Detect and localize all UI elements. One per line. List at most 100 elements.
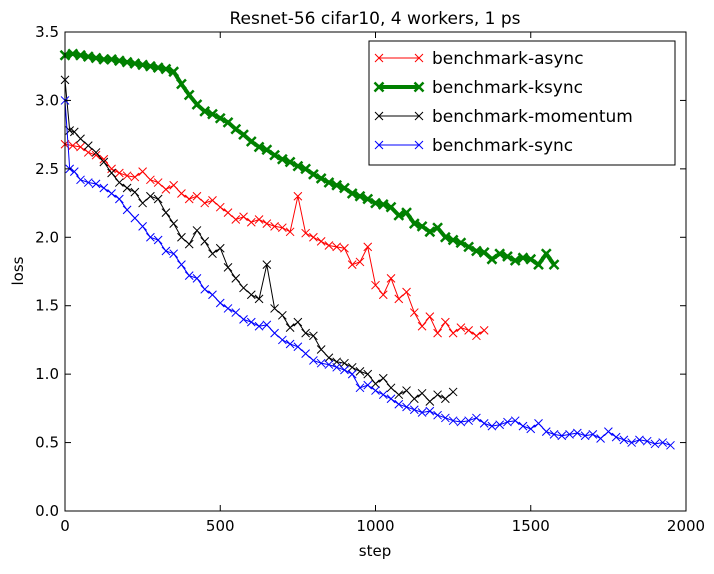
y-tick-label: 0.5 — [35, 434, 59, 452]
data-point-benchmark-momentum — [91, 148, 101, 157]
data-point-benchmark-sync — [565, 430, 574, 439]
data-point-benchmark-sync — [433, 410, 442, 420]
data-point-benchmark-sync — [293, 342, 303, 352]
data-point-benchmark-async — [68, 141, 78, 150]
data-point-benchmark-ksync — [494, 248, 506, 260]
data-point-benchmark-async — [122, 171, 132, 181]
data-point-benchmark-ksync — [463, 241, 475, 253]
data-point-benchmark-momentum — [215, 243, 225, 253]
data-point-benchmark-momentum — [371, 379, 380, 389]
data-point-benchmark-async — [262, 219, 272, 228]
data-point-benchmark-async — [215, 202, 225, 212]
data-point-benchmark-ksync — [362, 193, 374, 205]
data-point-benchmark-sync — [223, 304, 233, 313]
legend: benchmark-async benchmark-ksync benchmark-… — [368, 40, 676, 166]
data-point-benchmark-momentum — [355, 367, 365, 376]
data-point-benchmark-ksync — [152, 62, 164, 73]
data-point-benchmark-ksync — [176, 78, 187, 90]
legend-label: benchmark-async — [432, 49, 584, 69]
data-point-benchmark-async — [76, 142, 85, 152]
data-point-benchmark-sync — [394, 399, 404, 409]
data-point-benchmark-ksync — [121, 56, 133, 68]
data-point-benchmark-sync — [316, 358, 326, 368]
data-point-benchmark-momentum — [409, 394, 419, 404]
data-point-benchmark-momentum — [402, 386, 411, 395]
legend-marker — [373, 81, 385, 93]
data-point-benchmark-ksync — [315, 173, 327, 184]
data-point-benchmark-sync — [91, 179, 101, 189]
data-point-benchmark-async — [355, 257, 365, 267]
data-point-benchmark-ksync — [401, 207, 412, 219]
data-point-benchmark-sync — [409, 405, 419, 415]
data-point-benchmark-ksync — [168, 66, 180, 78]
data-point-benchmark-async — [246, 217, 256, 227]
data-point-benchmark-momentum — [231, 273, 241, 283]
data-point-benchmark-ksync — [199, 105, 211, 117]
data-point-benchmark-sync — [363, 380, 373, 390]
data-point-benchmark-async — [177, 189, 186, 198]
series-layer — [59, 48, 675, 450]
data-point-benchmark-ksync — [269, 149, 280, 161]
data-point-benchmark-sync — [138, 221, 147, 231]
y-tick-label: 0.0 — [35, 502, 59, 520]
legend-marker — [414, 140, 424, 150]
data-point-benchmark-sync — [114, 194, 124, 204]
data-point-benchmark-sync — [588, 430, 598, 439]
data-point-benchmark-ksync — [245, 136, 257, 147]
data-point-benchmark-momentum — [378, 373, 388, 383]
data-point-benchmark-async — [417, 321, 427, 331]
data-point-benchmark-sync — [122, 205, 132, 215]
data-point-benchmark-ksync — [354, 190, 366, 202]
x-tick-label: 1500 — [512, 517, 550, 535]
data-point-benchmark-async — [340, 243, 349, 253]
series-benchmark-async — [60, 139, 489, 341]
data-point-benchmark-ksync — [408, 218, 420, 229]
data-point-benchmark-momentum — [262, 260, 272, 270]
data-point-benchmark-sync — [642, 436, 652, 446]
data-point-benchmark-sync — [464, 416, 474, 426]
data-point-benchmark-sync — [635, 435, 644, 445]
legend-item-benchmark-ksync: benchmark-ksync — [373, 78, 583, 98]
y-tick-label: 2.0 — [35, 228, 59, 246]
y-axis-label: loss — [9, 256, 27, 285]
data-point-benchmark-async — [184, 194, 194, 204]
data-point-benchmark-sync — [448, 416, 458, 426]
legend-label: benchmark-ksync — [432, 78, 583, 98]
data-point-benchmark-momentum — [192, 226, 202, 235]
data-point-benchmark-momentum — [99, 157, 109, 167]
data-point-benchmark-async — [285, 227, 295, 237]
data-point-benchmark-async — [433, 328, 442, 338]
data-point-benchmark-sync — [99, 183, 109, 193]
data-point-benchmark-async — [394, 294, 404, 304]
data-point-benchmark-sync — [417, 408, 427, 417]
data-point-benchmark-sync — [541, 427, 551, 436]
data-point-benchmark-async — [425, 312, 435, 322]
data-point-benchmark-ksync — [455, 237, 467, 249]
data-point-benchmark-ksync — [90, 52, 102, 64]
data-point-benchmark-momentum — [223, 263, 233, 272]
data-point-benchmark-sync — [580, 431, 590, 441]
data-point-benchmark-sync — [441, 413, 450, 423]
data-point-benchmark-ksync — [292, 160, 304, 172]
data-point-benchmark-momentum — [138, 198, 147, 208]
data-point-benchmark-sync — [69, 167, 79, 176]
data-point-benchmark-momentum — [130, 187, 140, 197]
data-point-benchmark-ksync — [230, 123, 242, 135]
data-point-benchmark-momentum — [208, 249, 217, 259]
data-point-benchmark-ksync — [471, 245, 482, 257]
legend-label: benchmark-momentum — [432, 107, 633, 127]
data-point-benchmark-sync — [650, 439, 660, 449]
data-point-benchmark-sync — [161, 246, 171, 256]
data-point-benchmark-momentum — [386, 383, 396, 393]
y-tick-label: 3.0 — [35, 91, 59, 109]
y-tick-label: 1.5 — [35, 297, 59, 315]
data-point-benchmark-momentum — [309, 331, 318, 341]
data-point-benchmark-sync — [386, 394, 396, 404]
data-point-benchmark-ksync — [548, 259, 560, 271]
data-point-benchmark-ksync — [67, 48, 79, 60]
data-point-benchmark-sync — [239, 315, 248, 324]
data-point-benchmark-async — [363, 242, 373, 252]
data-point-benchmark-ksync — [377, 199, 389, 210]
